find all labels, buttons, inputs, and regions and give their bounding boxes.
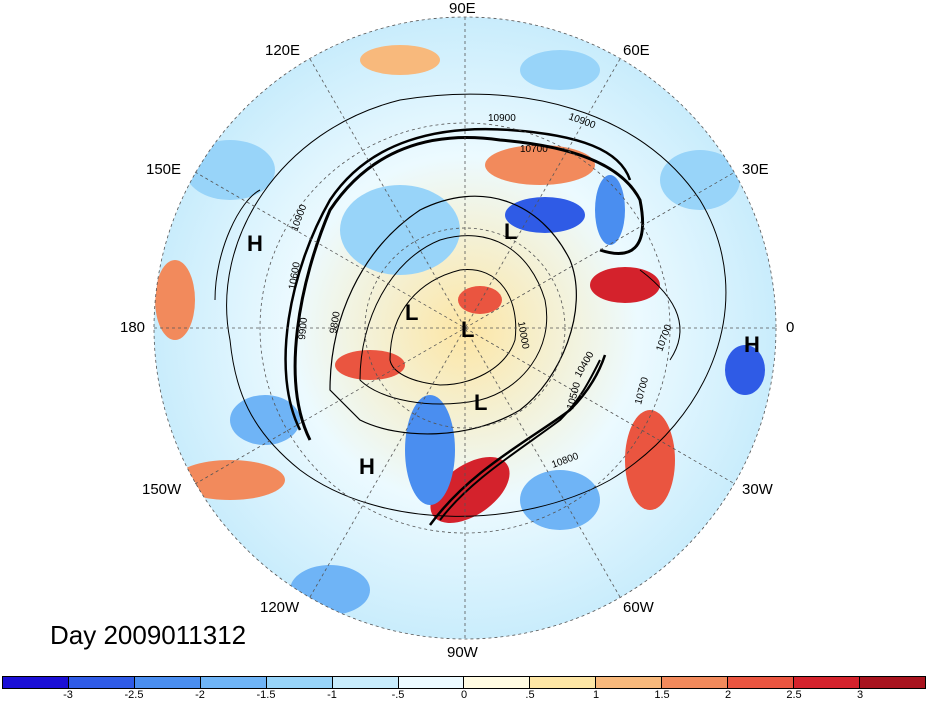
- high-pressure-center: H: [744, 332, 760, 357]
- positive-anomaly: [155, 260, 195, 340]
- low-pressure-center: L: [405, 300, 418, 325]
- lon-label-90e: 90E: [449, 0, 476, 17]
- positive-anomaly: [590, 267, 660, 303]
- high-pressure-center: H: [247, 231, 263, 256]
- low-pressure-center: L: [504, 219, 517, 244]
- negative-anomaly: [340, 185, 460, 275]
- low-pressure-center: L: [474, 390, 487, 415]
- positive-anomaly: [175, 460, 285, 500]
- positive-anomaly: [485, 145, 595, 185]
- colorbar-tick-label: 2: [724, 689, 732, 701]
- lon-label-120e: 120E: [265, 42, 301, 59]
- colorbar-tick-label: 0: [460, 689, 468, 701]
- colorbar-tick-label: -1.5: [256, 689, 276, 701]
- colorbar-segment: [398, 677, 465, 688]
- colorbar-segment: [530, 677, 597, 688]
- positive-anomaly: [458, 286, 502, 314]
- colorbar-tick-label: -3: [63, 689, 73, 701]
- low-pressure-center: L: [461, 317, 474, 342]
- colorbar-tick-label: -2: [195, 689, 205, 701]
- contour-label: 10600: [287, 261, 303, 291]
- colorbar-tick-label: .5: [525, 689, 535, 701]
- colorbar-tick-label: 3: [856, 689, 864, 701]
- colorbar-segment: [3, 677, 69, 688]
- colorbar-segment: [332, 677, 399, 688]
- colorbar-segment: [859, 677, 925, 688]
- positive-anomaly: [625, 410, 675, 510]
- negative-anomaly: [725, 345, 765, 395]
- lon-label-120w: 120W: [260, 599, 300, 616]
- colorbar-tick-label: -.5: [391, 689, 405, 701]
- colorbar-tick-label: 1: [592, 689, 600, 701]
- colorbar-tick-label: -2.5: [124, 689, 144, 701]
- negative-anomaly: [660, 150, 740, 210]
- height-contours: [214, 93, 727, 526]
- negative-anomaly: [505, 197, 585, 233]
- day-title: Day 2009011312: [50, 620, 247, 650]
- colorbar-segment: [464, 677, 531, 688]
- lon-label-60e: 60E: [623, 42, 650, 59]
- contour-label: 10000: [515, 321, 531, 351]
- colorbar-segment: [794, 677, 860, 688]
- colorbar-segment: [596, 677, 663, 688]
- negative-anomaly: [185, 140, 275, 200]
- contour-label: 10900: [488, 113, 516, 124]
- colorbar-ticks: -3 -2.5 -2 -1.5 -1 -.5 0 .5 1 1.5 2 2.5 3: [2, 689, 926, 702]
- lon-label-0: 0: [786, 319, 795, 336]
- graticule: [153, 16, 777, 640]
- contour-label: 9900: [297, 317, 310, 341]
- negative-anomaly: [290, 565, 370, 615]
- colorbar-segment: [134, 677, 201, 688]
- colorbar-segment: [266, 677, 333, 688]
- high-pressure-center: H: [359, 454, 375, 479]
- colorbar-tick-label: -1: [327, 689, 337, 701]
- positive-anomaly: [335, 350, 405, 380]
- negative-anomaly: [595, 175, 625, 245]
- lon-label-150e: 150E: [146, 161, 182, 178]
- lon-label-150w: 150W: [142, 481, 182, 498]
- negative-anomaly: [520, 50, 600, 90]
- negative-anomaly: [405, 395, 455, 505]
- positive-anomaly: [360, 45, 440, 75]
- lon-label-180: 180: [120, 319, 146, 336]
- contour-label: 9800: [328, 310, 343, 334]
- colorbar-segment: [68, 677, 135, 688]
- colorbar-tick-label: 2.5: [786, 689, 802, 701]
- lon-label-30e: 30E: [742, 161, 769, 178]
- colorbar-tick-label: 1.5: [654, 689, 670, 701]
- negative-anomaly: [520, 470, 600, 530]
- colorbar-segment: [200, 677, 267, 688]
- colorbar-segment: [662, 677, 729, 688]
- lon-label-90w: 90W: [447, 644, 478, 661]
- lon-label-30w: 30W: [742, 481, 773, 498]
- colorbar-segment: [728, 677, 795, 688]
- lon-label-60w: 60W: [623, 599, 654, 616]
- contour-label: 10700: [520, 144, 548, 155]
- colorbar: [2, 676, 926, 689]
